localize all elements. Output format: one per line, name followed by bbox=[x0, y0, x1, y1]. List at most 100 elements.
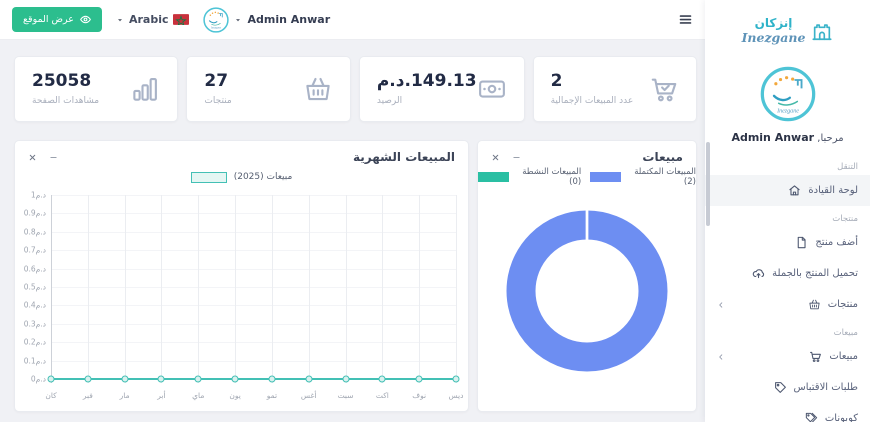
sidebar-item-label: لوحة القيادة bbox=[808, 185, 858, 196]
stat-label: منتجات bbox=[204, 95, 232, 106]
sidebar-item-label: مبيعات bbox=[829, 351, 858, 362]
stat-card: 25058 مشاهدات الصفحة bbox=[14, 56, 179, 122]
sidebar-item[interactable]: لوحة القيادة bbox=[705, 175, 870, 206]
donut-chart-legend: المبيعات المكتملة (2) المبيعات النشطة (0… bbox=[478, 167, 696, 187]
panel-collapse-button[interactable] bbox=[512, 153, 521, 162]
data-point-marker bbox=[452, 375, 460, 383]
view-site-button[interactable]: عرض الموقع bbox=[12, 7, 102, 32]
panel-close-button[interactable] bbox=[491, 153, 500, 162]
panel-header: المبيعات الشهرية bbox=[15, 141, 468, 167]
sidebar-item-label: تحميل المنتج بالجملة bbox=[772, 268, 858, 279]
monthly-sales-line-chart: 1د.م 0.9د.م 0.8د.م 0.7د.م 0.6د.م 0.5د.م 0.4د.م… bbox=[21, 191, 464, 405]
v-gridline bbox=[419, 195, 421, 383]
data-point-marker bbox=[342, 375, 350, 383]
user-avatar: Inezgane bbox=[760, 66, 816, 122]
stat-card: 2 عدد المبيعات الإجمالية bbox=[532, 56, 697, 122]
hamburger-menu-button[interactable] bbox=[678, 12, 693, 27]
y-tick-label: 0.8د.م bbox=[23, 227, 46, 237]
cart-icon bbox=[809, 350, 822, 363]
welcome-text: مرحبا, Admin Anwar bbox=[731, 131, 844, 144]
sidebar-scrollbar[interactable] bbox=[706, 142, 710, 226]
x-tick-label: كان bbox=[45, 391, 57, 400]
caret-down-icon bbox=[116, 16, 124, 24]
topbar: عرض الموقع Arabic Inezgane Admin Anwar bbox=[0, 0, 705, 40]
legend-label: المبيعات المكتملة (2) bbox=[634, 167, 696, 187]
user-menu[interactable]: Inezgane Admin Anwar bbox=[203, 6, 330, 33]
panel-collapse-button[interactable] bbox=[49, 153, 58, 162]
stat-info: 25058 مشاهدات الصفحة bbox=[32, 72, 100, 106]
stat-card: د.م. 149.13 الرصيد bbox=[358, 56, 525, 122]
v-gridline bbox=[382, 195, 384, 383]
stat-number: 2 bbox=[550, 70, 563, 91]
sidebar-item[interactable]: أضف منتج bbox=[705, 227, 870, 258]
y-axis-labels: 1د.م 0.9د.م 0.8د.م 0.7د.م 0.6د.م 0.5د.م 0.4د.م… bbox=[21, 191, 49, 384]
stat-label: مشاهدات الصفحة bbox=[32, 95, 100, 106]
data-point-marker bbox=[194, 375, 202, 383]
brand-logo[interactable]: إنزكان Inezgane bbox=[705, 0, 870, 54]
legend-item-completed[interactable]: المبيعات المكتملة (2) bbox=[590, 167, 696, 187]
sidebar-item[interactable]: كوبونات bbox=[705, 403, 870, 422]
basket-icon bbox=[808, 298, 821, 311]
brand-name-latin: Inezgane bbox=[741, 29, 806, 45]
x-tick-label: نوف bbox=[412, 391, 427, 400]
x-tick-label: أبر bbox=[157, 391, 166, 400]
line-chart-legend[interactable]: مبيعات (2025) bbox=[15, 167, 468, 187]
v-gridline bbox=[124, 195, 126, 383]
data-point-marker bbox=[415, 375, 423, 383]
main-area: عرض الموقع Arabic Inezgane Admin Anwar 2… bbox=[0, 0, 705, 412]
stat-value: 25058 bbox=[32, 72, 99, 90]
legend-swatch-blue bbox=[590, 172, 622, 182]
user-avatar-small: Inezgane bbox=[203, 6, 230, 33]
legend-item-active[interactable]: المبيعات النشطة (0) bbox=[478, 167, 581, 187]
bar-chart-icon bbox=[130, 74, 160, 104]
sidebar-item[interactable]: طلبات الاقتباس bbox=[705, 372, 870, 403]
panel-title: المبيعات الشهرية bbox=[353, 150, 455, 164]
donut-chart bbox=[478, 187, 696, 395]
sales-line bbox=[51, 195, 456, 379]
v-gridline bbox=[198, 195, 200, 383]
y-tick-label: 0.6د.م bbox=[23, 264, 46, 274]
sidebar-user-name: Admin Anwar bbox=[731, 131, 815, 144]
svg-text:Inezgane: Inezgane bbox=[776, 109, 799, 115]
stat-number: 27 bbox=[204, 70, 229, 91]
panel-close-button[interactable] bbox=[28, 153, 37, 162]
chevron-left-icon bbox=[717, 353, 725, 361]
x-tick-label: سبت bbox=[337, 391, 354, 400]
basket-icon bbox=[303, 74, 333, 104]
sidebar-item[interactable]: تحميل المنتج بالجملة bbox=[705, 258, 870, 289]
h-gridline bbox=[51, 195, 456, 196]
sidebar-item-label: طلبات الاقتباس bbox=[793, 382, 858, 393]
language-selector[interactable]: Arabic bbox=[116, 13, 190, 26]
stat-number: 149.13 bbox=[410, 70, 477, 91]
panel-header: مبيعات bbox=[478, 141, 696, 167]
h-gridline bbox=[51, 287, 456, 288]
y-tick-label: 1د.م bbox=[30, 190, 46, 200]
caret-down-icon bbox=[234, 16, 242, 24]
cloud-upload-icon bbox=[752, 267, 765, 280]
banknote-icon bbox=[477, 74, 507, 104]
data-point-marker bbox=[157, 375, 165, 383]
x-tick-label: ماي bbox=[192, 391, 205, 400]
stat-info: 27 منتجات bbox=[204, 70, 232, 106]
h-gridline bbox=[51, 323, 456, 325]
sidebar-section-label: التنقل bbox=[837, 162, 858, 172]
x-tick-label: يون bbox=[229, 391, 241, 400]
data-point-marker bbox=[47, 375, 55, 383]
y-tick-label: 0.3د.م bbox=[23, 319, 46, 329]
legend-label: مبيعات (2025) bbox=[233, 172, 293, 182]
h-gridline bbox=[51, 231, 456, 233]
monthly-sales-panel: المبيعات الشهرية مبيعات (2025) 1د.م 0.9د.… bbox=[14, 140, 469, 412]
sidebar-item-label: كوبونات bbox=[824, 413, 858, 422]
data-point-marker bbox=[268, 375, 276, 383]
h-gridline bbox=[51, 360, 456, 362]
v-gridline bbox=[271, 195, 273, 383]
eye-icon bbox=[80, 14, 91, 25]
sidebar-item[interactable]: مبيعات bbox=[705, 341, 870, 372]
sidebar-section-label: مبيعات bbox=[833, 328, 858, 338]
y-tick-label: 0.2د.م bbox=[23, 337, 46, 347]
sidebar-item[interactable]: منتجات bbox=[705, 289, 870, 320]
v-gridline bbox=[235, 195, 237, 383]
panel-title: مبيعات bbox=[642, 150, 683, 164]
stat-info: د.م. 149.13 الرصيد bbox=[377, 70, 477, 106]
